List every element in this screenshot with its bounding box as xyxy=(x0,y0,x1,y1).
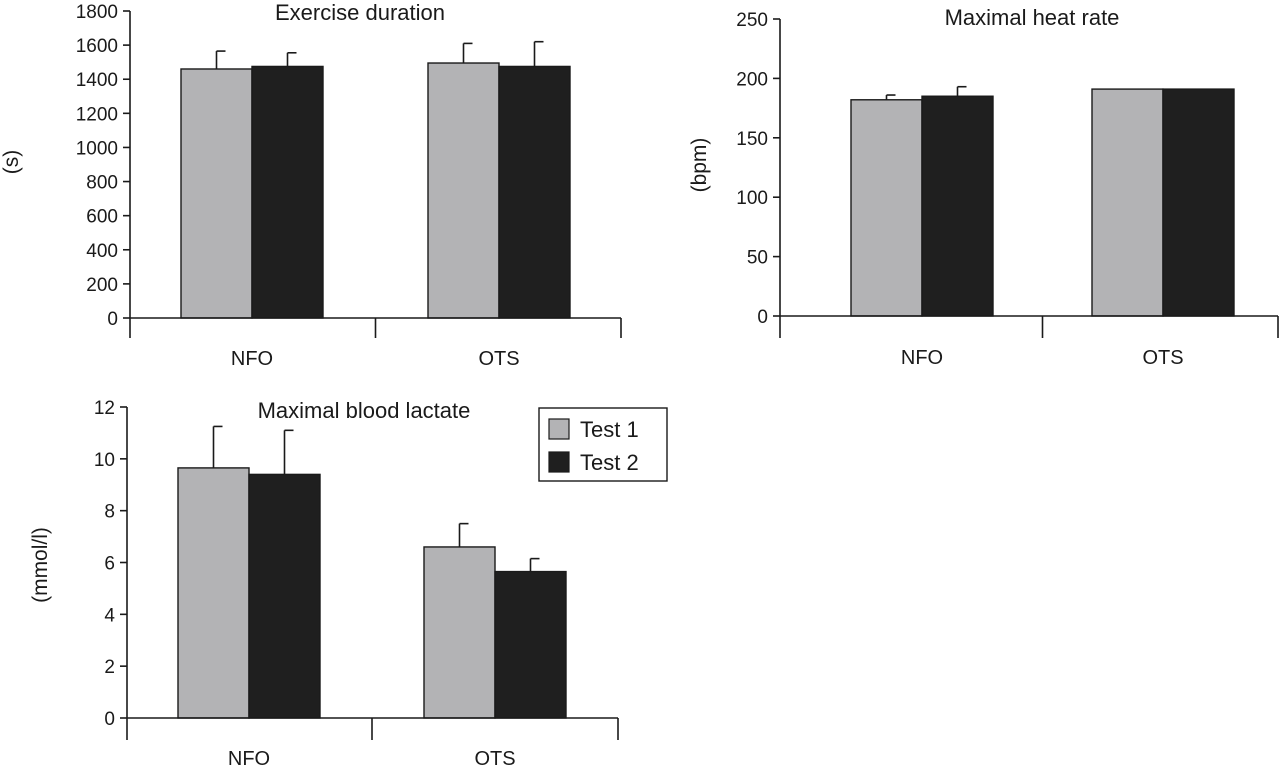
bar-test-2-nfo xyxy=(921,95,994,317)
maximal-blood-lactate-chart: 0 2 4 6 8 10 12 NFO OTS Maximal blood lactate (mmo… xyxy=(29,398,619,768)
chart-title: Exercise duration xyxy=(275,0,445,25)
y-tick-label: 1400 xyxy=(76,70,118,91)
y-tick-label: 200 xyxy=(86,275,118,296)
y-axis-label: (s) xyxy=(0,150,23,175)
x-category-label-ots: OTS xyxy=(1142,347,1183,369)
error-bar-test-1-nfo xyxy=(212,425,223,468)
legend: Test 1 Test 2 xyxy=(538,407,668,482)
exercise-duration-chart: 0 200 400 600 800 1000 1200 1400 1600 1800 NFO OTS E… xyxy=(0,0,622,370)
y-tick-label: 1000 xyxy=(76,138,118,159)
x-category-label-nfo: NFO xyxy=(231,348,273,370)
bar-test-1-nfo xyxy=(180,68,253,319)
legend-label-test-2: Test 2 xyxy=(580,450,639,475)
y-tick-label: 600 xyxy=(86,207,118,228)
y-tick-label: 10 xyxy=(94,450,115,471)
y-tick-label: 150 xyxy=(736,129,768,150)
y-tick-label: 1200 xyxy=(76,104,118,125)
y-tick-label: 400 xyxy=(86,241,118,262)
error-bar-test-1-ots xyxy=(458,522,469,547)
chart-title: Maximal blood lactate xyxy=(258,398,471,423)
x-category-label-nfo: NFO xyxy=(901,347,943,369)
y-tick-label: 0 xyxy=(757,307,768,328)
bar-test-1-nfo xyxy=(177,467,250,719)
error-bar-test-1-ots xyxy=(462,42,473,64)
legend-label-test-1: Test 1 xyxy=(580,417,639,442)
bar-test-1-ots xyxy=(423,546,496,719)
y-tick-label: 0 xyxy=(104,709,115,730)
x-category-label-ots: OTS xyxy=(478,348,519,370)
error-bar-test-2-nfo xyxy=(283,429,294,475)
y-tick-label: 4 xyxy=(104,605,115,626)
maximal-heat-rate-chart: 0 50 100 150 200 250 NFO OTS Maximal heat rate (b… xyxy=(688,5,1279,369)
bar-test-2-ots xyxy=(498,65,571,319)
bar-test-1-ots xyxy=(427,62,500,319)
error-bar-test-2-ots xyxy=(529,557,540,572)
y-tick-label: 2 xyxy=(104,657,115,678)
y-axis-label: (mmol/l) xyxy=(29,527,52,603)
y-axis-label: (bpm) xyxy=(688,138,711,193)
error-bar-test-2-nfo xyxy=(956,85,967,97)
bar-test-2-nfo xyxy=(248,473,321,719)
error-bar-test-1-nfo xyxy=(885,94,896,100)
legend-swatch-test-1 xyxy=(548,418,570,440)
y-tick-label: 250 xyxy=(736,10,768,31)
y-tick-label: 800 xyxy=(86,173,118,194)
bar-test-2-ots xyxy=(1162,88,1235,317)
y-tick-label: 8 xyxy=(104,502,115,523)
y-tick-label: 1800 xyxy=(76,2,118,23)
y-tick-label: 50 xyxy=(747,248,768,269)
y-tick-label: 0 xyxy=(107,309,118,330)
bar-test-1-ots xyxy=(1091,88,1164,317)
y-tick-label: 100 xyxy=(736,188,768,209)
bar-test-2-nfo xyxy=(251,65,324,319)
x-category-label-ots: OTS xyxy=(474,748,515,768)
y-tick-label: 6 xyxy=(104,554,115,575)
error-bar-test-2-nfo xyxy=(286,51,297,67)
bar-test-1-nfo xyxy=(850,99,923,317)
y-tick-label: 12 xyxy=(94,398,115,419)
error-bar-test-1-nfo xyxy=(215,50,226,69)
y-tick-label: 1600 xyxy=(76,36,118,57)
y-tick-label: 200 xyxy=(736,69,768,90)
bar-test-2-ots xyxy=(494,570,567,719)
error-bar-test-2-ots xyxy=(533,40,544,67)
x-category-label-nfo: NFO xyxy=(228,748,270,768)
chart-title: Maximal heat rate xyxy=(945,5,1120,30)
legend-swatch-test-2 xyxy=(548,451,570,473)
